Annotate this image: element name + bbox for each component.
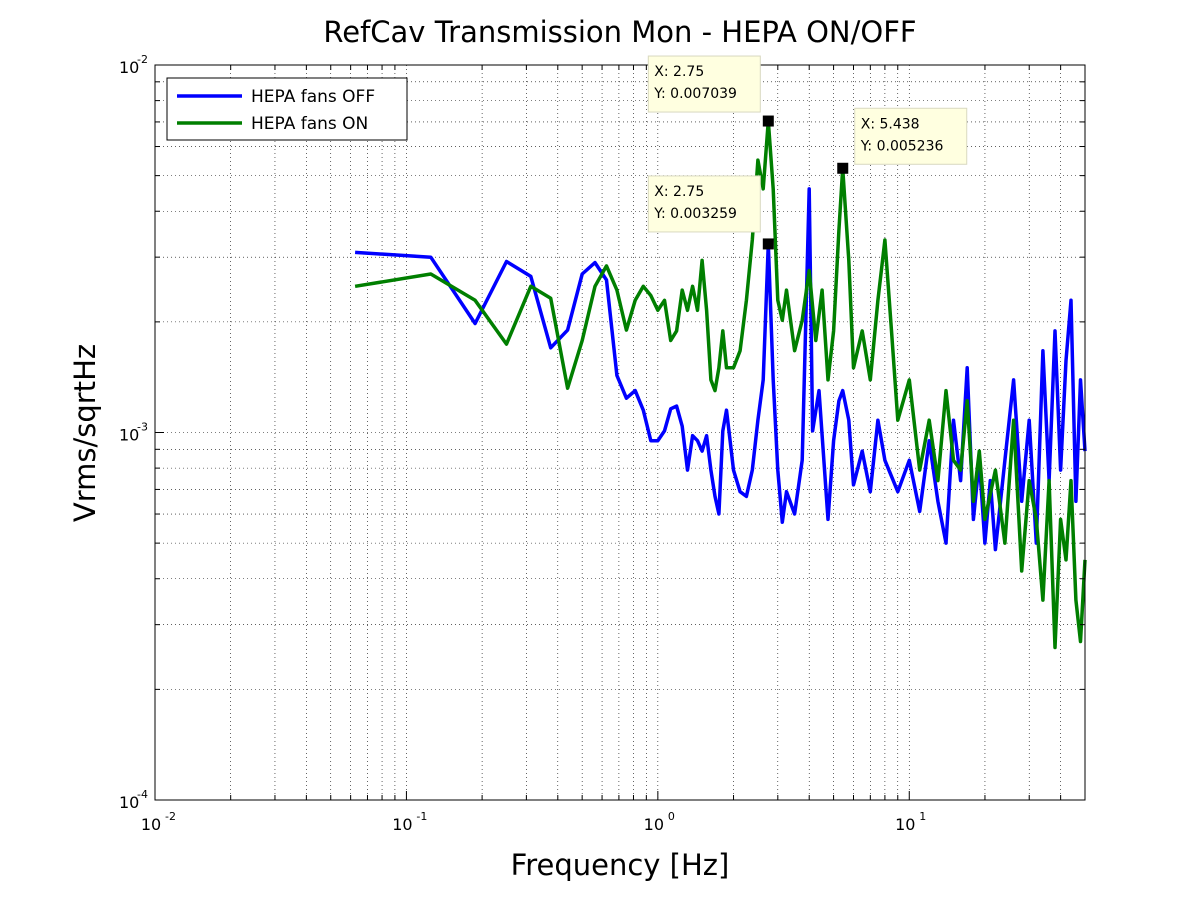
- datatip-text: X: 2.75: [654, 184, 704, 200]
- legend-label: HEPA fans OFF: [251, 87, 375, 107]
- datatip-text: X: 5.438: [861, 116, 920, 132]
- datatip-marker: [762, 238, 774, 250]
- x-axis-label: Frequency [Hz]: [511, 848, 730, 882]
- y-tick-exponent: -3: [137, 421, 148, 434]
- lines: [354, 119, 1087, 650]
- series-line: [354, 119, 1087, 650]
- ticks: 10 -2 10 -1 10 0 10 110-410-310-2: [119, 53, 1085, 834]
- datatip-text: Y: 0.003259: [653, 206, 737, 222]
- x-tick-exponent: 0: [668, 810, 675, 823]
- datatip-text: Y: 0.007039: [653, 86, 737, 102]
- x-tick-label: 10: [644, 815, 664, 834]
- legend-box: [166, 77, 408, 141]
- datatip-box: [647, 55, 761, 113]
- y-tick-label: 10: [119, 793, 139, 812]
- series-line: [354, 187, 1087, 552]
- datatip-box: [854, 107, 968, 165]
- datatip-text: X: 2.75: [654, 64, 704, 80]
- x-tick-exponent: 1: [919, 810, 926, 823]
- y-axis-label: Vrms/sqrtHz: [68, 344, 102, 522]
- datatip-marker: [837, 162, 849, 174]
- x-tick-label: 10: [895, 815, 915, 834]
- y-tick-label: 10: [119, 426, 139, 445]
- datatip-marker: [762, 115, 774, 127]
- legend-label: HEPA fans ON: [251, 114, 368, 134]
- legend: HEPA fans OFF HEPA fans ON: [166, 77, 408, 141]
- y-tick-label: 10: [119, 58, 139, 77]
- x-tick-label: 10: [392, 815, 412, 834]
- datatip-box: [647, 175, 761, 233]
- datatips: X: 2.75 Y: 0.007039 X: 2.75 Y: 0.003259 X: 5…: [647, 55, 968, 250]
- chart-title: RefCav Transmission Mon - HEPA ON/OFF: [323, 15, 916, 49]
- x-tick-label: 10: [141, 815, 161, 834]
- y-tick-exponent: -4: [137, 788, 148, 801]
- y-tick-exponent: -2: [137, 53, 148, 66]
- datatip-text: Y: 0.005236: [860, 138, 944, 154]
- x-tick-exponent: -2: [165, 810, 176, 823]
- x-tick-exponent: -1: [416, 810, 427, 823]
